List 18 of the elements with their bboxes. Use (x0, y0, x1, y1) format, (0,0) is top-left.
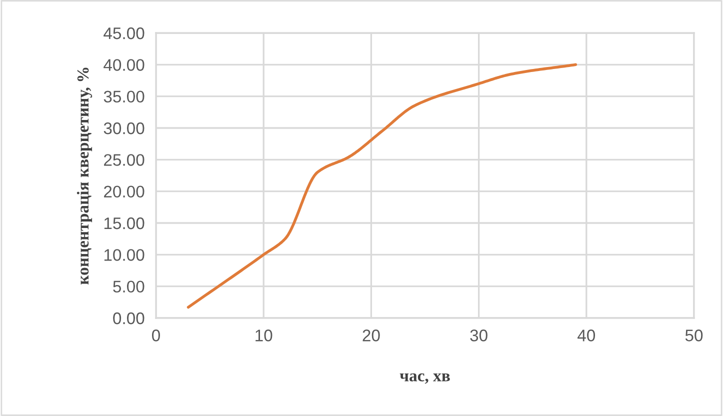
x-tick-label: 30 (470, 330, 488, 342)
x-tick-label: 40 (578, 330, 596, 342)
y-axis-title: концентрація кверцетину, % (76, 68, 92, 284)
y-tick-label: 10.00 (104, 249, 144, 261)
y-tick-label: 15.00 (104, 217, 144, 230)
y-tick-label: 5.00 (113, 280, 144, 293)
y-tick-label: 25.00 (104, 154, 144, 166)
x-tick-label: 20 (362, 330, 380, 342)
y-tick-label: 40.00 (104, 59, 144, 71)
y-tick-label: 45.00 (104, 27, 144, 40)
x-axis-title: час, хв (400, 373, 450, 384)
x-tick-label: 0 (152, 330, 160, 342)
y-tick-label: 30.00 (104, 122, 144, 134)
y-tick-label: 35.00 (104, 90, 144, 103)
x-tick-label: 50 (685, 330, 703, 342)
x-tick-label: 10 (256, 330, 272, 342)
y-tick-label: 20.00 (104, 186, 144, 198)
y-tick-label: 0.00 (113, 312, 144, 324)
